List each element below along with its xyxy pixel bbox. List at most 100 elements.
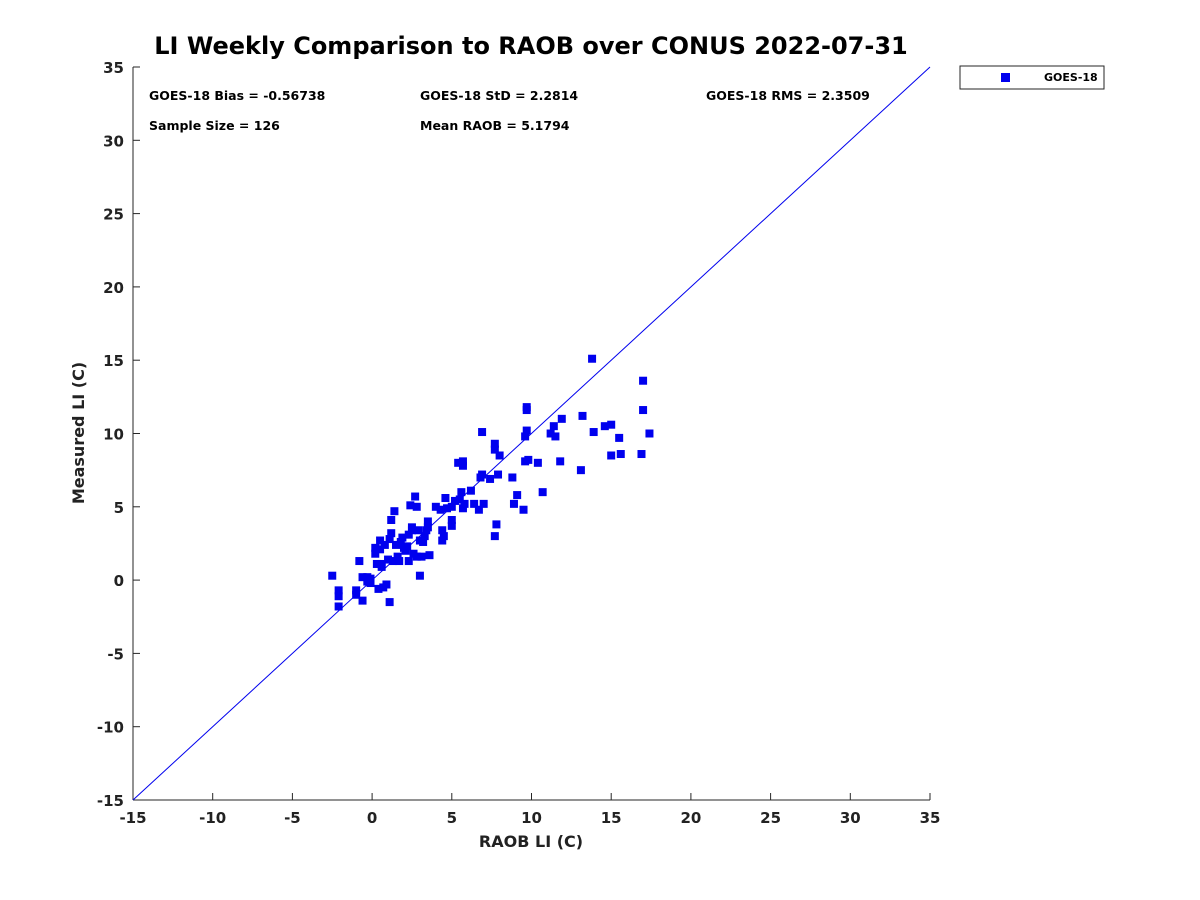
data-point <box>478 428 487 437</box>
data-point <box>438 536 447 545</box>
data-point <box>522 406 531 415</box>
y-tick-label: 0 <box>114 572 124 590</box>
data-point <box>508 473 517 482</box>
data-point <box>328 571 337 580</box>
data-point <box>420 532 429 541</box>
data-point <box>495 451 504 460</box>
annotation-sample-size: Sample Size = 126 <box>149 118 280 133</box>
x-tick-label: 0 <box>367 809 377 827</box>
data-point <box>457 488 466 497</box>
data-point <box>466 486 475 495</box>
y-axis-label: Measured LI (C) <box>69 362 88 504</box>
legend-square-marker <box>1001 73 1010 82</box>
x-tick-label: 15 <box>601 809 622 827</box>
data-point <box>454 458 463 467</box>
y-tick-label: -10 <box>97 719 124 737</box>
data-point <box>645 429 654 438</box>
data-point <box>395 557 404 566</box>
data-point <box>478 470 487 479</box>
data-point <box>458 457 467 466</box>
data-point <box>358 573 367 582</box>
data-point <box>589 428 598 437</box>
x-tick-label: -5 <box>284 809 301 827</box>
data-point <box>393 552 402 561</box>
y-tick-label: 30 <box>103 132 124 150</box>
data-point <box>403 542 412 551</box>
data-point <box>387 515 396 524</box>
data-point <box>376 536 385 545</box>
y-tick-label: 35 <box>103 59 124 77</box>
data-point <box>419 537 428 546</box>
one-to-one-line-group <box>132 66 931 801</box>
data-point <box>358 596 367 605</box>
data-point <box>556 457 565 466</box>
data-point <box>411 492 420 501</box>
data-point <box>490 445 499 454</box>
annotation-std: GOES-18 StD = 2.2814 <box>420 88 578 103</box>
data-point <box>407 526 416 535</box>
data-point <box>637 450 646 459</box>
data-point <box>414 526 423 535</box>
data-point <box>436 505 445 514</box>
data-point <box>443 504 452 513</box>
data-point <box>458 461 467 470</box>
data-point <box>392 540 401 549</box>
annotation-rms: GOES-18 RMS = 2.3509 <box>706 88 870 103</box>
data-point <box>334 586 343 595</box>
y-tick-label: 20 <box>103 279 124 297</box>
data-point <box>431 502 440 511</box>
data-point <box>490 532 499 541</box>
data-point <box>390 507 399 516</box>
data-point <box>371 549 380 558</box>
y-axis-ticks: -15 -10 -5 0 5 10 15 20 25 30 35 <box>97 59 140 810</box>
one-to-one-line <box>132 66 931 801</box>
data-point <box>588 354 597 363</box>
data-point <box>334 602 343 611</box>
x-tick-label: 35 <box>920 809 941 827</box>
data-point <box>352 590 361 599</box>
x-tick-label: 5 <box>447 809 457 827</box>
data-point <box>522 426 531 435</box>
data-point <box>423 523 432 532</box>
data-point <box>415 571 424 580</box>
data-point <box>385 598 394 607</box>
data-point <box>447 502 456 511</box>
data-point <box>423 517 432 526</box>
data-point <box>551 432 560 441</box>
data-point <box>355 557 364 566</box>
annotation-mean-raob: Mean RAOB = 5.1794 <box>420 118 570 133</box>
data-point <box>490 439 499 448</box>
x-axis-ticks: -15 -10 -5 0 5 10 15 20 25 30 35 <box>119 793 940 827</box>
data-point <box>486 474 495 483</box>
data-point <box>607 451 616 460</box>
data-point <box>578 411 587 420</box>
data-point <box>376 545 385 554</box>
y-tick-label: 15 <box>103 352 124 370</box>
data-point <box>557 414 566 423</box>
data-point <box>377 562 386 571</box>
data-point <box>398 533 407 542</box>
x-tick-label: 30 <box>840 809 861 827</box>
x-tick-label: 25 <box>760 809 781 827</box>
data-point <box>387 529 396 538</box>
data-point <box>470 499 479 508</box>
data-point <box>401 546 410 555</box>
chart-title: LI Weekly Comparison to RAOB over CONUS … <box>154 32 907 60</box>
x-tick-label: -15 <box>119 809 146 827</box>
data-point <box>455 495 464 504</box>
data-point <box>384 555 393 564</box>
data-point <box>533 458 542 467</box>
data-point <box>458 504 467 513</box>
data-point <box>549 422 558 431</box>
data-point <box>425 551 434 560</box>
data-point <box>509 499 518 508</box>
data-point <box>438 526 447 535</box>
x-tick-label: -10 <box>199 809 226 827</box>
data-point <box>382 580 391 589</box>
y-tick-label: -5 <box>107 645 124 663</box>
data-point <box>406 501 415 510</box>
y-tick-label: -15 <box>97 792 124 810</box>
data-point <box>388 557 397 566</box>
